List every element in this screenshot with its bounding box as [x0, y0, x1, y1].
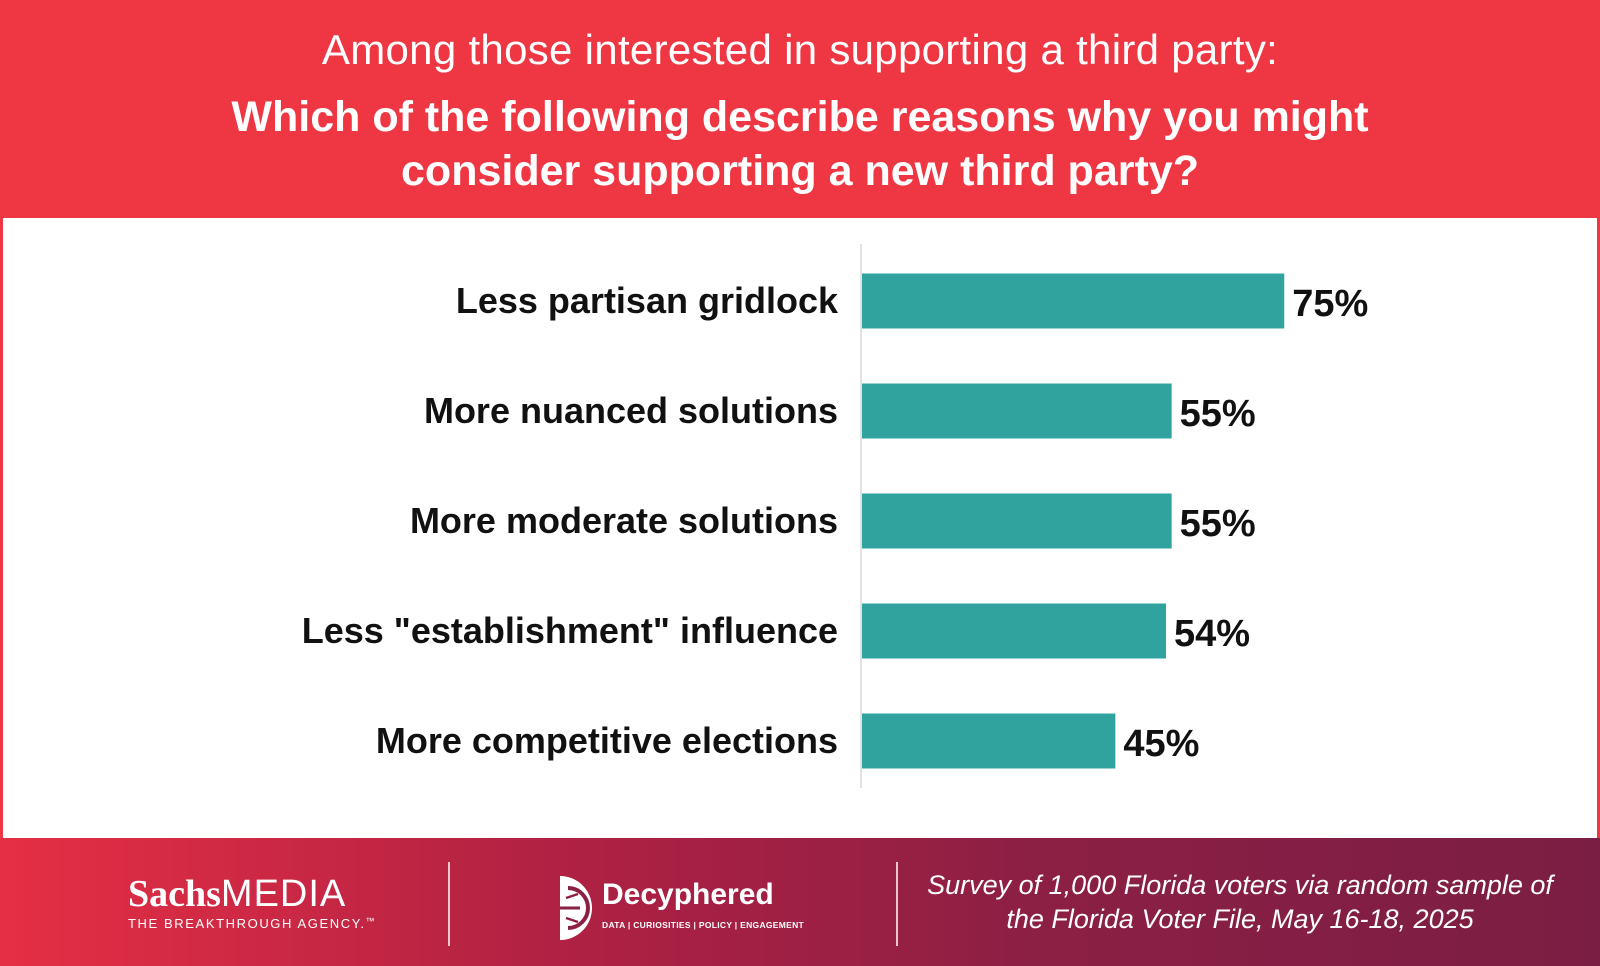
value-label-2: 55% — [1180, 393, 1256, 435]
category-label-1: Less partisan gridlock — [456, 280, 839, 321]
sachs-logo-bold: Sachs — [128, 873, 221, 915]
value-label-3: 55% — [1180, 503, 1256, 545]
bar-5 — [862, 713, 1116, 769]
sachs-logo-light: MEDIA — [220, 873, 347, 915]
chart-panel: Less partisan gridlock 75% More nuanced so… — [3, 218, 1597, 838]
chart-subtitle: Among those interested in supporting a t… — [321, 26, 1279, 73]
category-label-3: More moderate solutions — [410, 500, 838, 541]
category-label-5: More competitive elections — [376, 720, 838, 761]
decyphered-tagline: DATA | CURIOSITIES | POLICY | ENGAGEMENT — [602, 920, 805, 930]
category-label-4: Less "establishment" influence — [302, 610, 838, 651]
bar-chart: Less partisan gridlock 75% More nuanced so… — [302, 244, 1368, 788]
value-label-1: 75% — [1292, 283, 1368, 325]
decyphered-logo: Decyphered DATA | CURIOSITIES | POLICY |… — [556, 874, 804, 944]
footer-divider-right — [896, 862, 898, 946]
bar-1 — [862, 273, 1285, 329]
category-label-2: More nuanced solutions — [424, 390, 838, 431]
bar-3 — [862, 493, 1172, 549]
survey-source-note: Survey of 1,000 Florida voters via rando… — [927, 870, 1553, 934]
value-label-5: 45% — [1123, 723, 1199, 765]
sachs-tm: ™ — [365, 916, 377, 926]
footer-divider-left — [448, 862, 450, 946]
decyphered-logo-icon — [560, 876, 592, 940]
bar-2 — [862, 383, 1172, 439]
decyphered-name: Decyphered — [602, 878, 774, 911]
chart-title: Which of the following describe reasons … — [231, 93, 1369, 195]
header: Among those interested in supporting a t… — [0, 0, 1600, 218]
bar-4 — [862, 603, 1167, 659]
value-label-4: 54% — [1174, 613, 1250, 655]
footer: SachsMEDIA THE BREAKTHROUGH AGENCY.™ Dec… — [0, 838, 1600, 966]
sachs-tagline: THE BREAKTHROUGH AGENCY. — [128, 916, 366, 931]
sachs-media-logo: SachsMEDIA THE BREAKTHROUGH AGENCY.™ — [128, 874, 378, 931]
